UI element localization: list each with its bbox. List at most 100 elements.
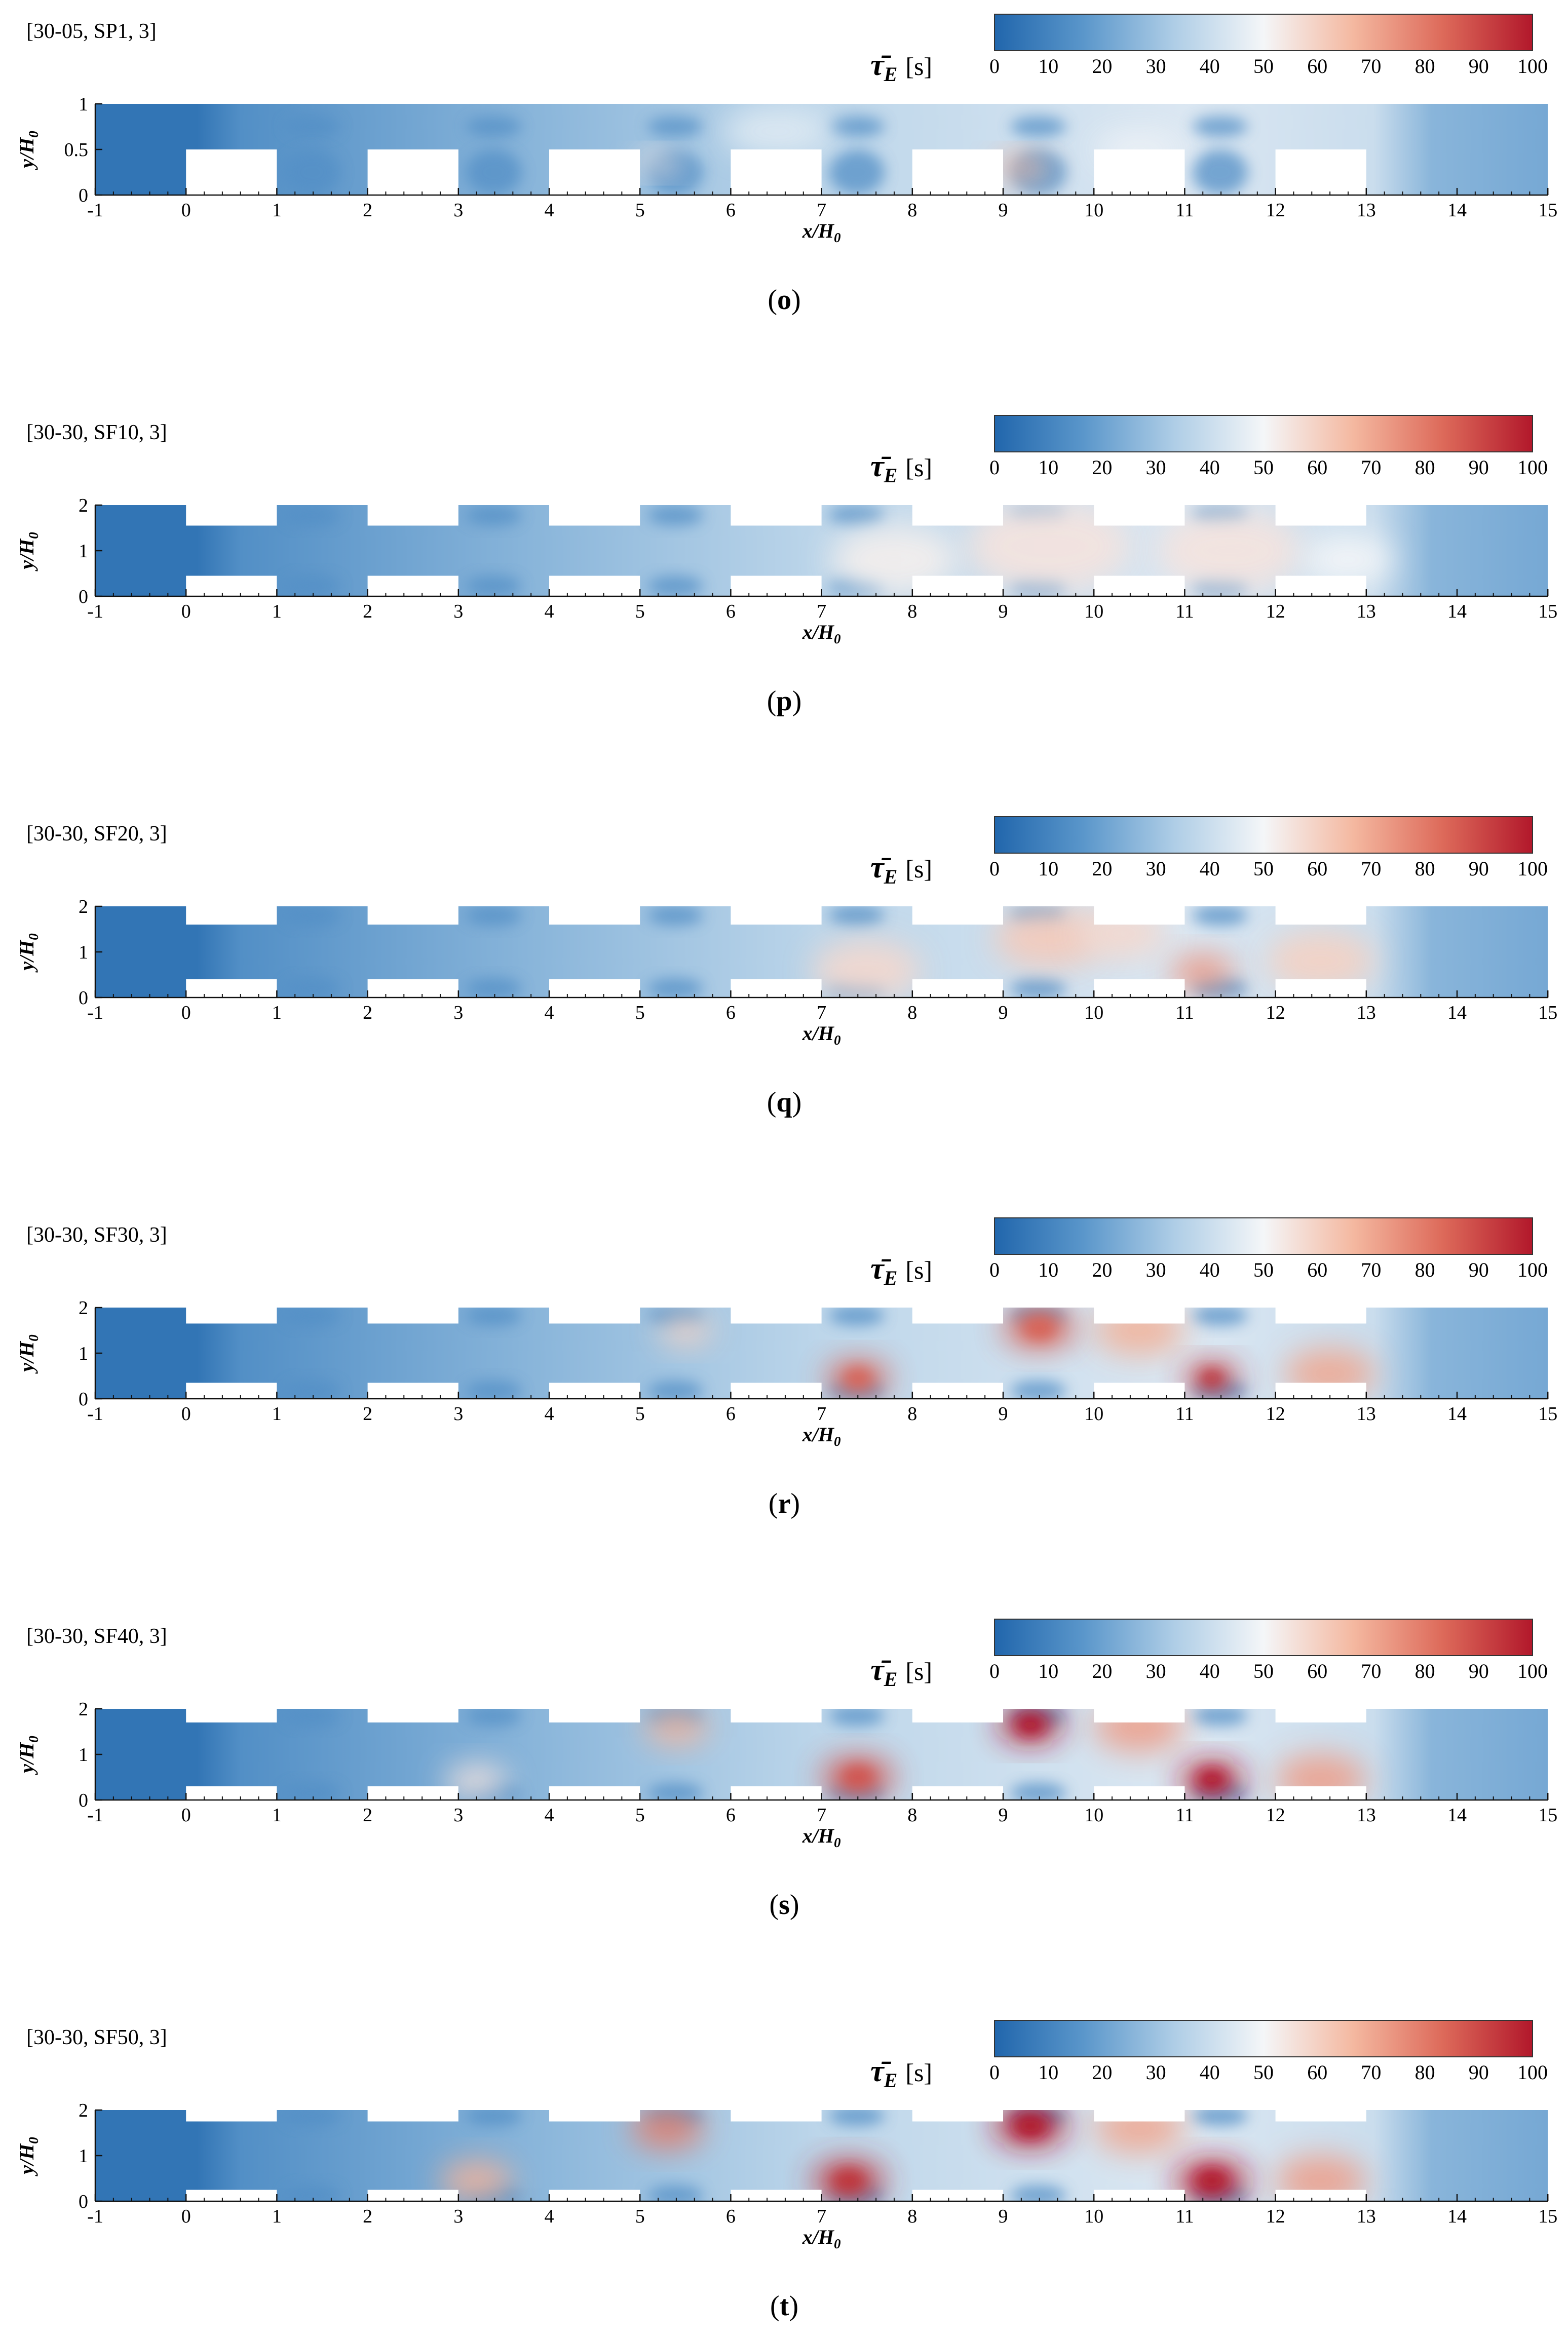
cavity-vortex	[829, 1709, 885, 1726]
age-hotspot	[1094, 2110, 1185, 2154]
y-tick-label: 1	[79, 94, 88, 115]
colorbar-tick-label: 0	[989, 2061, 1000, 2084]
colorbar-tick-label: 60	[1307, 55, 1327, 78]
cavity-vortex	[466, 978, 522, 998]
panel-label: (q)	[767, 1087, 801, 1118]
age-hotspot	[994, 155, 1049, 180]
cavity-vortex	[1192, 117, 1248, 137]
x-tick-label: 6	[726, 1403, 736, 1425]
x-tick-label: 11	[1175, 1805, 1194, 1826]
x-tick-label: -1	[87, 1403, 103, 1425]
colorbar-tick-label: 60	[1307, 1258, 1327, 1281]
colorbar-tick-label: 90	[1469, 456, 1489, 479]
x-tick-label: 3	[453, 1403, 463, 1425]
x-tick-label: 13	[1357, 1805, 1376, 1826]
x-axis-label: x/H0	[802, 1423, 841, 1449]
x-tick-label: 7	[817, 200, 826, 221]
x-tick-label: 2	[363, 200, 372, 221]
x-tick-label: 7	[817, 1805, 826, 1826]
x-tick-label: 1	[272, 601, 282, 622]
colorbar-tick-label: 100	[1517, 456, 1548, 479]
colorbar-tick-label: 80	[1415, 1660, 1435, 1682]
cavity-vortex	[1192, 1709, 1248, 1726]
cavity-vortex	[466, 505, 522, 526]
age-hotspot	[1094, 1709, 1185, 1752]
cavity-vortex	[284, 2185, 340, 2201]
cavity-vortex	[284, 1709, 340, 1726]
colorbar-tick-label: 10	[1038, 456, 1058, 479]
x-tick-label: 14	[1447, 200, 1467, 221]
x-tick-label: 1	[272, 2206, 282, 2227]
x-tick-label: 9	[999, 2206, 1008, 2227]
colorbar-title: τ̄E [s]	[870, 449, 932, 487]
x-tick-label: 5	[635, 601, 645, 622]
colorbar-tick-label: 50	[1253, 1660, 1274, 1682]
colorbar-title: τ̄E [s]	[870, 851, 932, 888]
colorbar-title: τ̄E [s]	[870, 1653, 932, 1691]
colorbar-tick-label: 0	[989, 1660, 1000, 1682]
age-hotspot	[444, 1764, 509, 1799]
y-tick-label: 0	[79, 1389, 88, 1410]
x-tick-label: 2	[363, 1002, 372, 1023]
x-tick-label: 14	[1447, 601, 1467, 622]
y-tick-label: 2	[79, 495, 88, 516]
x-tick-label: 8	[907, 601, 917, 622]
x-tick-label: 9	[999, 601, 1008, 622]
x-tick-label: 15	[1538, 1805, 1557, 1826]
colorbar-tick-label: 80	[1415, 857, 1435, 880]
age-hotspot	[1094, 129, 1185, 170]
y-axis-label: y/H0	[15, 2137, 41, 2176]
x-tick-label: 5	[635, 1403, 645, 1425]
x-tick-label: 15	[1538, 2206, 1557, 2227]
x-tick-label: 1	[272, 1805, 282, 1826]
colorbar-tick-label: 100	[1517, 1258, 1548, 1281]
condition-label: [30-05, SP1, 3]	[26, 20, 157, 43]
colorbar-tick-label: 20	[1092, 55, 1112, 78]
x-tick-label: 0	[181, 200, 191, 221]
colorbar: 0 10 20 30 40 50 60 70 80 90 100 τ̄E [s]	[870, 2020, 1548, 2092]
colorbar-tick-label: 20	[1092, 1258, 1112, 1281]
x-tick-label: 10	[1084, 200, 1103, 221]
x-tick-label: 6	[726, 2206, 736, 2227]
x-tick-label: 12	[1266, 2206, 1285, 2227]
colorbar-tick-label: 0	[989, 857, 1000, 880]
x-tick-label: -1	[87, 601, 103, 622]
age-hotspot	[721, 106, 831, 156]
panel-t: -1 0 1 2 3 4 5 6 7 8 9 10 11 12 13 14 15012x/H0y/H0[30-3…	[15, 2020, 1557, 2322]
age-hotspot	[440, 2161, 513, 2201]
field-r	[95, 1308, 1548, 1399]
colorbar-tick-label: 60	[1307, 1660, 1327, 1682]
colorbar-tick-label: 20	[1092, 857, 1112, 880]
colorbar-tick-label: 20	[1092, 1660, 1112, 1682]
x-tick-label: 6	[726, 1002, 736, 1023]
colorbar: 0 10 20 30 40 50 60 70 80 90 100 τ̄E [s]	[870, 1217, 1548, 1289]
age-hotspot-core	[1016, 1715, 1045, 1735]
cavity-vortex	[829, 906, 885, 926]
colorbar-tick-label: 0	[989, 1258, 1000, 1281]
colorbar-gradient	[994, 1619, 1533, 1656]
panel-o: -1 0 1 2 3 4 5 6 7 8 9 10 11 12 13 14 1500.51x/H0y/H0[30…	[15, 14, 1557, 316]
x-tick-label: 8	[907, 2206, 917, 2227]
colorbar-tick-label: 0	[989, 456, 1000, 479]
age-hotspot	[644, 1709, 708, 1745]
x-tick-label: 0	[181, 1805, 191, 1826]
x-tick-label: 1	[272, 1002, 282, 1023]
panel-label: (p)	[767, 685, 801, 717]
panel-label: (t)	[770, 2290, 798, 2322]
x-tick-label: 11	[1175, 2206, 1194, 2227]
cavity-vortex	[1192, 149, 1248, 195]
y-tick-label: 2	[79, 896, 88, 917]
cavity-vortex	[647, 1381, 703, 1399]
y-tick-label: 2	[79, 1699, 88, 1720]
age-hotspot	[658, 1315, 713, 1346]
colorbar-tick-label: 40	[1200, 857, 1220, 880]
cavity-vortex	[284, 117, 340, 137]
colorbar-tick-label: 30	[1146, 55, 1166, 78]
x-tick-label: 5	[635, 200, 645, 221]
colorbar-tick-label: 100	[1517, 1660, 1548, 1682]
x-tick-label: 4	[545, 601, 554, 622]
age-hotspot-core	[842, 1766, 874, 1788]
colorbar-tick-label: 30	[1146, 2061, 1166, 2084]
cavity-vortex	[466, 906, 522, 926]
